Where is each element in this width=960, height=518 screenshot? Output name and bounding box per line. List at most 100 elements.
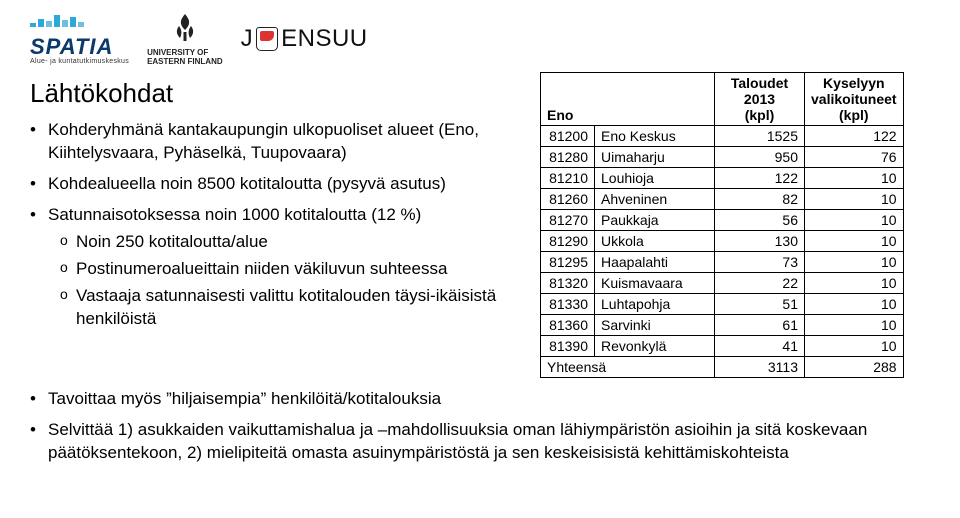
content-columns: Lähtökohdat Kohderyhmänä kantakaupungin …	[30, 72, 930, 378]
cell-v1: 122	[715, 168, 805, 189]
joensuu-logo: J ENSUU	[241, 25, 368, 53]
table-row: 81210Louhioja12210	[541, 168, 904, 189]
table-body: 81200Eno Keskus152512281280Uimaharju9507…	[541, 126, 904, 378]
cell-v1: 51	[715, 294, 805, 315]
cell-name: Kuismavaara	[595, 273, 715, 294]
cell-v1: 41	[715, 336, 805, 357]
cell-sum-v1: 3113	[715, 357, 805, 378]
cell-sum-v2: 288	[805, 357, 904, 378]
cell-v2: 10	[805, 294, 904, 315]
table-row: 81295Haapalahti7310	[541, 252, 904, 273]
th-line: Kyselyyn	[811, 75, 897, 91]
sub-bullet-list: Noin 250 kotitaloutta/alue Postinumeroal…	[60, 231, 510, 331]
th-line: valikoituneet	[811, 91, 897, 107]
data-table: Eno Taloudet 2013 (kpl) Kyselyyn valikoi…	[540, 72, 904, 378]
left-column: Lähtökohdat Kohderyhmänä kantakaupungin …	[30, 72, 510, 339]
cell-sum-label: Yhteensä	[541, 357, 715, 378]
cell-v2: 10	[805, 210, 904, 231]
cell-v1: 82	[715, 189, 805, 210]
spatia-tagline: Alue- ja kuntatutkimuskeskus	[30, 58, 129, 65]
bullet-text: Satunnaisotoksessa noin 1000 kotitaloutt…	[48, 205, 421, 224]
th-line: (kpl)	[811, 107, 897, 123]
cell-code: 81210	[541, 168, 595, 189]
right-column: Eno Taloudet 2013 (kpl) Kyselyyn valikoi…	[540, 72, 904, 378]
cell-name: Haapalahti	[595, 252, 715, 273]
cell-code: 81390	[541, 336, 595, 357]
cell-v1: 56	[715, 210, 805, 231]
logo-strip: SPATIA Alue- ja kuntatutkimuskeskus UNIV…	[30, 12, 930, 66]
bullet-item: Satunnaisotoksessa noin 1000 kotitaloutt…	[30, 204, 510, 331]
spatia-logo: SPATIA Alue- ja kuntatutkimuskeskus	[30, 13, 129, 65]
cell-code: 81360	[541, 315, 595, 336]
cell-v2: 122	[805, 126, 904, 147]
th-line: (kpl)	[721, 107, 798, 123]
cell-v2: 10	[805, 231, 904, 252]
cell-v1: 73	[715, 252, 805, 273]
table-row: 81360Sarvinki6110	[541, 315, 904, 336]
cell-name: Revonkylä	[595, 336, 715, 357]
cell-name: Sarvinki	[595, 315, 715, 336]
cell-code: 81290	[541, 231, 595, 252]
cell-v2: 10	[805, 315, 904, 336]
cell-v2: 10	[805, 189, 904, 210]
cell-v2: 10	[805, 252, 904, 273]
bullet-item: Kohdealueella noin 8500 kotitaloutta (py…	[30, 173, 510, 196]
bullet-item: Selvittää 1) asukkaiden vaikuttamishalua…	[30, 419, 930, 465]
table-header-col2: Kyselyyn valikoituneet (kpl)	[805, 73, 904, 126]
cell-name: Paukkaja	[595, 210, 715, 231]
joensuu-shield-icon	[256, 27, 278, 51]
bullet-item: Kohderyhmänä kantakaupungin ulkopuoliset…	[30, 119, 510, 165]
cell-code: 81295	[541, 252, 595, 273]
table-header-col1: Taloudet 2013 (kpl)	[715, 73, 805, 126]
cell-code: 81270	[541, 210, 595, 231]
joensuu-rest: ENSUU	[281, 25, 368, 53]
uef-logo: UNIVERSITY OF EASTERN FINLAND	[147, 12, 223, 67]
spatia-bars-icon	[30, 13, 90, 32]
bottom-bullet-list: Tavoittaa myös ”hiljaisempia” henkilöitä…	[30, 388, 930, 465]
cell-code: 81200	[541, 126, 595, 147]
cell-code: 81280	[541, 147, 595, 168]
cell-code: 81330	[541, 294, 595, 315]
cell-name: Eno Keskus	[595, 126, 715, 147]
joensuu-j: J	[241, 25, 254, 53]
cell-name: Ukkola	[595, 231, 715, 252]
bullet-list: Kohderyhmänä kantakaupungin ulkopuoliset…	[30, 119, 510, 331]
uef-text: UNIVERSITY OF EASTERN FINLAND	[147, 49, 223, 67]
table-row: 81200Eno Keskus1525122	[541, 126, 904, 147]
page-title: Lähtökohdat	[30, 78, 510, 109]
cell-v1: 130	[715, 231, 805, 252]
cell-v2: 10	[805, 336, 904, 357]
table-row: 81270Paukkaja5610	[541, 210, 904, 231]
cell-name: Luhtapohja	[595, 294, 715, 315]
bullet-item: Tavoittaa myös ”hiljaisempia” henkilöitä…	[30, 388, 930, 411]
table-header-eno: Eno	[541, 73, 715, 126]
cell-v2: 10	[805, 273, 904, 294]
page: SPATIA Alue- ja kuntatutkimuskeskus UNIV…	[0, 0, 960, 518]
cell-v2: 76	[805, 147, 904, 168]
cell-v2: 10	[805, 168, 904, 189]
table-row: 81330Luhtapohja5110	[541, 294, 904, 315]
table-row: 81260Ahveninen8210	[541, 189, 904, 210]
cell-v1: 1525	[715, 126, 805, 147]
uef-flame-icon	[170, 12, 200, 47]
table-row: 81280Uimaharju95076	[541, 147, 904, 168]
cell-name: Louhioja	[595, 168, 715, 189]
sub-bullet-item: Noin 250 kotitaloutta/alue	[60, 231, 510, 254]
spatia-wordmark: SPATIA	[30, 34, 113, 60]
table-sum-row: Yhteensä3113288	[541, 357, 904, 378]
sub-bullet-item: Vastaaja satunnaisesti valittu kotitalou…	[60, 285, 510, 331]
table-row: 81290Ukkola13010	[541, 231, 904, 252]
uef-text-line2: EASTERN FINLAND	[147, 58, 223, 67]
cell-v1: 22	[715, 273, 805, 294]
sub-bullet-item: Postinumeroalueittain niiden väkiluvun s…	[60, 258, 510, 281]
cell-name: Ahveninen	[595, 189, 715, 210]
cell-v1: 61	[715, 315, 805, 336]
cell-v1: 950	[715, 147, 805, 168]
th-line: Taloudet 2013	[721, 75, 798, 107]
cell-code: 81260	[541, 189, 595, 210]
table-row: 81320Kuismavaara2210	[541, 273, 904, 294]
cell-name: Uimaharju	[595, 147, 715, 168]
table-header-row: Eno Taloudet 2013 (kpl) Kyselyyn valikoi…	[541, 73, 904, 126]
table-row: 81390Revonkylä4110	[541, 336, 904, 357]
cell-code: 81320	[541, 273, 595, 294]
